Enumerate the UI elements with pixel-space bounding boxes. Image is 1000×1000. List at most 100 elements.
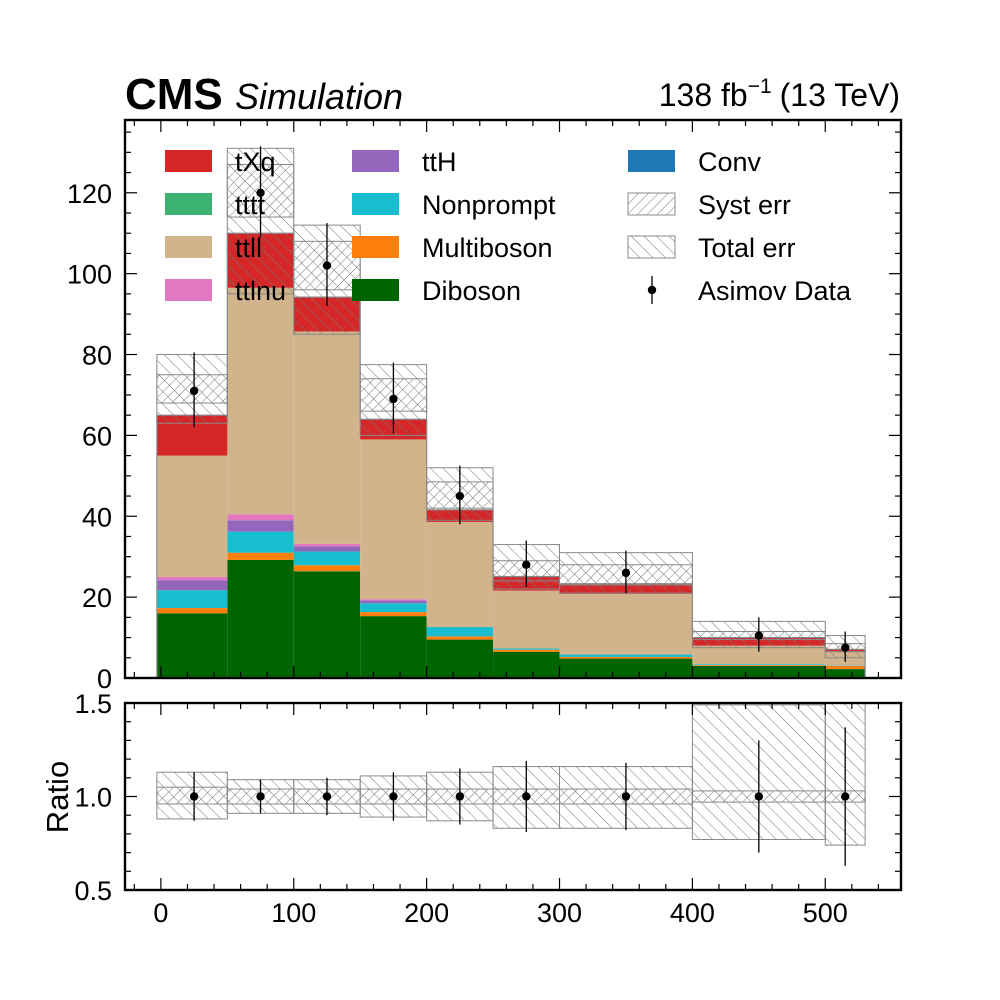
bar-multiboson <box>825 665 866 670</box>
x-tick-label: 500 <box>803 898 848 928</box>
ratio-overlay <box>189 727 850 866</box>
y-tick-label: 20 <box>82 583 112 613</box>
bar-ttlnu <box>360 599 427 601</box>
y-tick-label: 120 <box>67 179 112 209</box>
bar-nonprompt <box>227 531 294 553</box>
ratio-point <box>189 792 199 801</box>
bar-ttll <box>156 455 228 577</box>
legend-label: Diboson <box>422 276 521 306</box>
bar-nonprompt <box>692 664 826 666</box>
bar-tth <box>156 580 228 591</box>
ratio-point <box>389 792 398 801</box>
legend-swatch-nonprompt <box>352 193 399 215</box>
data-point <box>455 491 465 501</box>
ratio-y-axis-label: Ratio <box>40 761 75 833</box>
legend-swatch-syst <box>627 192 676 216</box>
data-point <box>189 386 199 396</box>
bar-ttll <box>360 439 427 600</box>
ratio-y-tick-label: 1.0 <box>74 783 112 813</box>
bar-nonprompt <box>360 603 427 613</box>
bar-nonprompt <box>426 627 494 637</box>
data-point <box>621 568 631 578</box>
bar-diboson <box>559 658 693 678</box>
lumi-label: 138 fb−1 (13 TeV) <box>659 75 900 113</box>
bar-diboson <box>360 616 427 678</box>
ratio-point <box>754 792 764 801</box>
legend-label: Multiboson <box>422 233 553 263</box>
legend-data-marker <box>647 285 657 295</box>
bar-multiboson <box>360 612 427 617</box>
bar-nonprompt <box>493 648 560 650</box>
bar-ttll <box>493 590 560 649</box>
legend-label: ttlnu <box>235 276 286 306</box>
lumi-prefix: 138 fb <box>659 77 748 113</box>
bar-multiboson <box>493 649 560 652</box>
x-tick-label: 200 <box>404 898 449 928</box>
legend-label: tttt <box>235 190 266 220</box>
bar-diboson <box>825 669 866 678</box>
legend-label: Conv <box>698 147 762 177</box>
bar-ttlnu <box>293 543 361 547</box>
legend-label: Asimov Data <box>698 276 852 306</box>
bar-nonprompt <box>559 654 693 657</box>
bar-diboson <box>156 613 228 678</box>
bar-multiboson <box>156 608 228 614</box>
status-label: Simulation <box>235 76 403 117</box>
y-tick-label: 60 <box>82 421 112 451</box>
data-point <box>256 188 265 197</box>
x-tick-label: 100 <box>271 898 316 928</box>
bar-nonprompt <box>293 551 361 566</box>
bar-ttll <box>692 645 826 665</box>
y-tick-label: 80 <box>82 341 112 371</box>
ratio-point <box>455 792 465 801</box>
lumi-exponent: −1 <box>748 75 772 98</box>
legend-swatch-ttll <box>165 236 212 258</box>
bar-tth <box>360 600 427 604</box>
bar-ttlnu <box>156 576 228 581</box>
legend-label: tXq <box>235 147 276 177</box>
x-tick-label: 300 <box>537 898 582 928</box>
x-tick-label: 0 <box>153 898 168 928</box>
legend-swatch-diboson <box>352 279 399 301</box>
main-overlay <box>189 146 850 662</box>
legend-label: ttll <box>235 233 262 263</box>
bar-multiboson <box>426 636 494 640</box>
data-point <box>754 631 764 640</box>
legend-label: ttH <box>422 147 457 177</box>
bar-ttlnu <box>227 514 294 521</box>
legend-swatch-total <box>627 235 676 259</box>
bar-multiboson <box>227 552 294 560</box>
experiment-label: CMS <box>125 70 223 119</box>
legend-swatch-txq <box>165 150 212 172</box>
legend-label: Total err <box>698 233 796 263</box>
y-tick-label: 40 <box>82 502 112 532</box>
ratio-y-tick-label: 0.5 <box>74 876 112 906</box>
bar-multiboson <box>293 565 361 572</box>
data-point <box>522 560 531 569</box>
ratio-point <box>522 792 531 801</box>
legend-swatch-conv <box>628 150 675 172</box>
y-tick-label: 100 <box>67 260 112 290</box>
bar-diboson <box>293 571 361 678</box>
data-point <box>322 261 332 270</box>
bar-multiboson <box>559 656 693 659</box>
legend-swatch-ttlnu <box>165 279 212 301</box>
legend-swatch-tttt <box>165 193 212 215</box>
y-tick-label: 0 <box>97 664 112 694</box>
bar-diboson <box>692 665 826 678</box>
legend-label: Nonprompt <box>422 190 556 220</box>
bar-ttll <box>559 593 693 655</box>
legend: tXq tttt ttll ttlnu ttH Nonprompt Multiboson Di… <box>165 147 852 306</box>
ratio-point <box>322 792 332 801</box>
legend-swatch-tth <box>352 150 399 172</box>
axes: 0 100 200 300 400 500 0 20 40 60 80 100 120 0.5 1.0 1.5… <box>40 118 903 928</box>
bar-ttll <box>227 287 294 515</box>
ratio-y-tick-label: 1.5 <box>74 689 112 719</box>
ratio-point <box>256 792 265 801</box>
bar-diboson <box>227 559 294 678</box>
ratio-point <box>621 792 631 801</box>
bar-multiboson <box>692 665 826 666</box>
data-point <box>389 394 398 404</box>
main-stack-area <box>156 147 866 678</box>
